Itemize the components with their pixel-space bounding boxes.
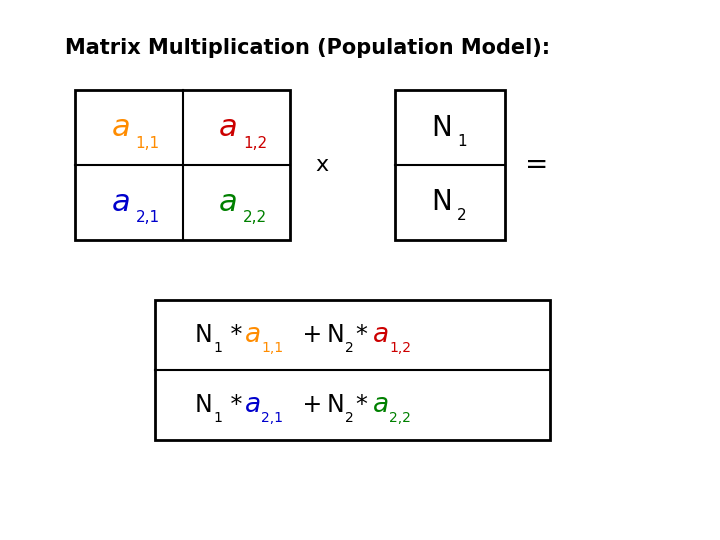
Text: 2: 2	[345, 411, 354, 425]
Bar	[155, 300, 550, 440]
Text: a: a	[245, 392, 261, 418]
Text: 1,1: 1,1	[261, 341, 283, 355]
Text: a: a	[373, 322, 389, 348]
Text: *: *	[355, 393, 367, 417]
Text: a: a	[245, 322, 261, 348]
Text: N: N	[195, 323, 212, 347]
Text: 1: 1	[213, 341, 222, 355]
Text: 2,2: 2,2	[389, 411, 411, 425]
Text: =: =	[526, 151, 549, 179]
Text: a: a	[219, 188, 238, 217]
Text: 1: 1	[457, 133, 467, 148]
Text: 1,2: 1,2	[243, 136, 267, 151]
Text: N: N	[431, 113, 452, 141]
Text: 2: 2	[345, 341, 354, 355]
Text: 2: 2	[457, 208, 467, 224]
Text: *: *	[223, 323, 243, 347]
Text: N: N	[431, 188, 452, 217]
Text: 2,1: 2,1	[261, 411, 283, 425]
Text: *: *	[355, 323, 367, 347]
Text: 2,1: 2,1	[136, 211, 160, 226]
Text: +: +	[295, 323, 330, 347]
Text: a: a	[112, 188, 130, 217]
Text: a: a	[112, 113, 130, 142]
Text: a: a	[373, 392, 389, 418]
Text: +: +	[295, 393, 330, 417]
Text: a: a	[219, 113, 238, 142]
Text: Matrix Multiplication (Population Model):: Matrix Multiplication (Population Model)…	[65, 38, 550, 58]
Bar	[395, 90, 505, 240]
Text: x: x	[315, 155, 328, 175]
Text: 1: 1	[213, 411, 222, 425]
Text: 2,2: 2,2	[243, 211, 267, 226]
Text: N: N	[327, 393, 345, 417]
Text: N: N	[327, 323, 345, 347]
Text: 1,2: 1,2	[389, 341, 411, 355]
Bar	[75, 90, 290, 240]
Text: *: *	[223, 393, 243, 417]
Text: N: N	[195, 393, 212, 417]
Text: 1,1: 1,1	[136, 136, 160, 151]
